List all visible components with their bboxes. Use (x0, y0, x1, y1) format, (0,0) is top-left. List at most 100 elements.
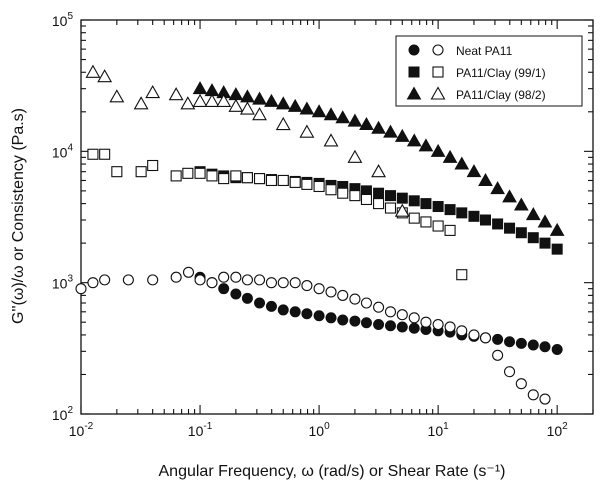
data-point (337, 289, 349, 301)
data-point (135, 166, 147, 178)
data-point (396, 321, 408, 333)
data-point (396, 192, 408, 204)
data-point (264, 93, 279, 107)
data-point (492, 349, 504, 361)
data-point (432, 220, 444, 232)
data-point (87, 277, 99, 289)
data-point (349, 190, 361, 202)
series-square-open (87, 148, 468, 281)
data-point (371, 164, 387, 178)
data-point (275, 116, 291, 131)
data-point (241, 292, 253, 304)
data-point (325, 184, 337, 196)
data-point (147, 274, 159, 286)
legend-marker-filled (408, 66, 420, 78)
data-point (468, 210, 480, 222)
data-point (170, 271, 182, 283)
data-point (252, 91, 267, 105)
data-point (466, 164, 482, 178)
data-point (384, 202, 397, 214)
data-point (299, 101, 315, 115)
data-point (337, 187, 349, 199)
data-point (420, 216, 432, 228)
data-point (503, 366, 516, 378)
data-point (240, 89, 255, 103)
data-point (147, 159, 159, 172)
data-point (265, 300, 277, 312)
data-point (337, 314, 349, 326)
data-point (313, 310, 325, 322)
plot-frame (80, 19, 594, 415)
x-tick-label: 102 (547, 421, 569, 439)
data-point (504, 222, 516, 234)
legend-marker-filled (408, 44, 420, 56)
series-triangle-open (85, 64, 410, 217)
data-point (537, 214, 553, 228)
data-point (252, 107, 267, 121)
data-point (204, 93, 220, 107)
y-tick-label: 105 (52, 11, 74, 29)
data-point (99, 148, 111, 160)
data-point (133, 96, 149, 110)
data-point (551, 343, 563, 355)
data-point (444, 321, 456, 333)
data-point (228, 87, 244, 101)
data-point (111, 166, 123, 178)
legend-box (395, 35, 583, 107)
data-point (360, 317, 372, 329)
data-point (75, 283, 87, 295)
data-point (253, 274, 266, 286)
data-point (515, 378, 527, 390)
data-point (371, 120, 386, 134)
data-point (490, 181, 505, 195)
data-point (289, 176, 301, 188)
data-point (360, 297, 373, 309)
data-point (194, 167, 206, 179)
data-point (502, 189, 517, 203)
series-triangle-filled (192, 81, 565, 236)
data-point (347, 149, 363, 163)
data-point (180, 96, 196, 110)
data-point (287, 98, 303, 112)
data-point (325, 286, 337, 298)
data-point (97, 69, 113, 83)
data-point (218, 173, 230, 185)
data-point (539, 341, 551, 353)
data-point (206, 277, 218, 289)
data-point (551, 243, 563, 255)
legend-label: PA11/Clay (99/1) (456, 66, 546, 80)
data-series (75, 64, 565, 405)
data-point (145, 84, 161, 99)
x-tick-label: 10-1 (188, 421, 213, 439)
data-point (396, 309, 408, 321)
data-point (454, 156, 470, 170)
data-point (420, 316, 432, 328)
data-point (408, 212, 420, 224)
data-point (228, 98, 244, 112)
data-point (373, 319, 385, 331)
x-axis-label: Angular Frequency, ω (rad/s) or Shear Ra… (159, 463, 506, 480)
data-point (444, 224, 456, 236)
data-point (444, 204, 456, 216)
data-point (408, 195, 420, 207)
data-point (301, 280, 313, 292)
data-point (85, 64, 101, 78)
data-point (373, 198, 385, 210)
legend-marker-open (432, 66, 444, 78)
data-point (335, 110, 351, 124)
data-point (216, 93, 232, 107)
data-point (313, 283, 325, 295)
data-point (360, 193, 373, 206)
data-point (394, 128, 410, 142)
data-point (347, 113, 363, 127)
data-point (373, 301, 385, 313)
data-point (456, 325, 468, 337)
data-point (383, 124, 398, 138)
data-point (182, 167, 194, 179)
data-point (277, 277, 289, 289)
legend: Neat PA11 PA11/Clay (99/1) PA11/Clay (98/2… (395, 35, 583, 107)
data-point (359, 117, 374, 131)
data-point (168, 87, 184, 101)
data-point (218, 283, 230, 295)
data-point (468, 329, 480, 341)
